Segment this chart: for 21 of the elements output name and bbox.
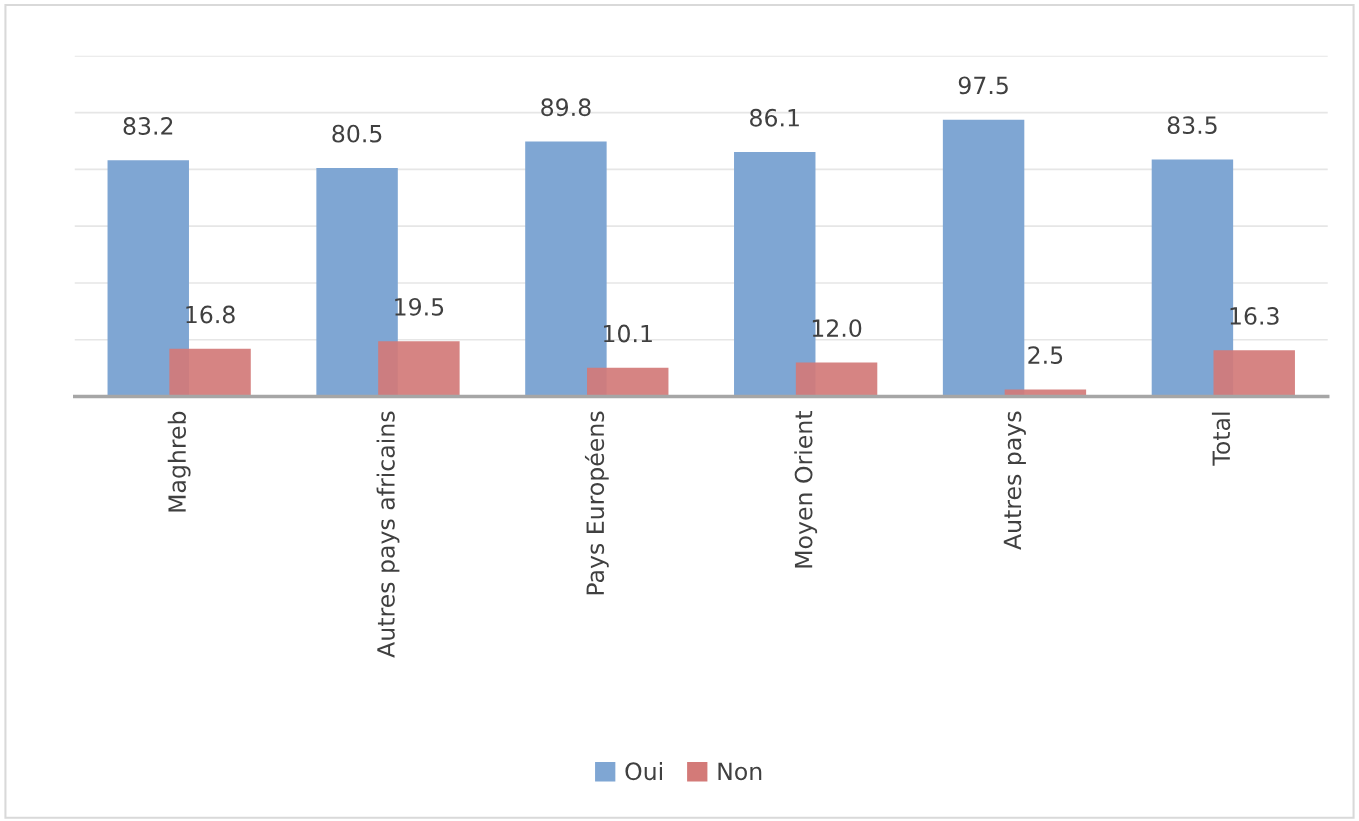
data-label: 80.5 [332, 124, 382, 143]
legend-label: Oui [625, 761, 662, 781]
data-label: 83.2 [123, 117, 173, 135]
x-tick-label: Total [1211, 412, 1231, 466]
data-label: 83.5 [1167, 116, 1217, 135]
bar [169, 348, 251, 397]
bar [942, 119, 1025, 397]
bar [795, 362, 878, 397]
x-tick-label: Moyen Orient [794, 411, 818, 568]
bar [587, 367, 669, 397]
x-tick-label: Maghreb [167, 411, 191, 512]
x-tick-label: Autres pays africains [376, 411, 400, 658]
data-label: 86.1 [750, 108, 799, 127]
data-label: 97.5 [958, 76, 1008, 95]
x-tick-label: Autres pays [1003, 411, 1026, 550]
data-label: 89.8 [541, 98, 591, 117]
bar [378, 341, 460, 397]
legend-label: Non [718, 762, 762, 781]
bar [1213, 350, 1295, 397]
data-label: 2.5 [1028, 346, 1063, 365]
x-tick-label: Pays Européens [584, 411, 609, 595]
